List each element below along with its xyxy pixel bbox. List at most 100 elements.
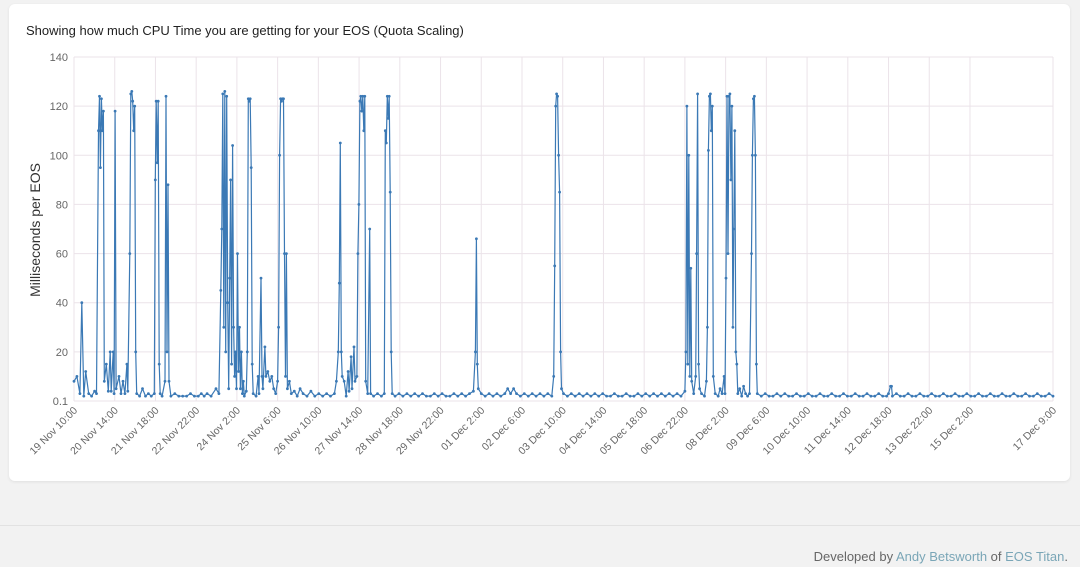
data-point <box>1035 392 1039 395</box>
y-tick-label: 60 <box>56 249 68 261</box>
data-point <box>671 394 675 398</box>
data-point <box>78 392 82 395</box>
data-point <box>440 392 444 395</box>
data-point <box>240 350 243 354</box>
data-point <box>397 392 401 395</box>
data-point <box>104 362 108 366</box>
data-point <box>144 394 147 398</box>
data-point <box>750 252 753 256</box>
data-point <box>126 389 130 393</box>
data-point <box>329 394 332 398</box>
data-point <box>185 394 189 398</box>
data-point <box>1012 392 1016 395</box>
footer-middle: of <box>987 549 1006 564</box>
data-point <box>1000 392 1004 395</box>
data-point <box>605 394 608 398</box>
data-point <box>452 392 456 395</box>
data-point <box>689 266 693 270</box>
data-point <box>393 394 397 398</box>
data-point <box>1051 394 1055 398</box>
data-point <box>688 375 692 378</box>
data-point <box>685 104 689 108</box>
data-point <box>616 394 620 398</box>
data-point <box>706 325 709 329</box>
data-point <box>111 350 115 354</box>
y-axis-label: Milliseconds per EOS <box>27 163 43 297</box>
data-point <box>272 387 276 391</box>
data-point <box>228 276 232 280</box>
data-point <box>274 392 278 395</box>
data-point <box>125 362 129 366</box>
author-link[interactable]: Andy Betsworth <box>896 549 988 564</box>
data-point <box>235 387 238 391</box>
data-point <box>157 362 161 366</box>
data-point <box>861 394 865 398</box>
data-point <box>278 153 281 157</box>
data-point <box>221 92 225 96</box>
data-point <box>585 392 589 395</box>
data-point <box>251 392 255 395</box>
data-point <box>90 394 93 398</box>
data-point <box>119 392 123 395</box>
data-point <box>356 252 360 256</box>
data-point <box>601 392 605 395</box>
data-point <box>550 394 554 398</box>
y-axis-ticks: 0.1 20 40 60 80 100 120 140 <box>50 52 68 408</box>
data-point <box>193 394 196 398</box>
data-point <box>660 392 663 395</box>
data-point <box>336 350 340 354</box>
data-point <box>131 99 135 103</box>
data-point <box>985 394 988 398</box>
data-point <box>1028 394 1031 398</box>
data-point <box>799 394 802 398</box>
data-point <box>362 129 366 133</box>
data-point <box>436 394 440 398</box>
data-point <box>75 375 79 378</box>
data-point <box>554 104 558 108</box>
data-point <box>222 325 226 329</box>
data-point <box>401 394 405 398</box>
y-tick-label: 120 <box>50 101 68 113</box>
data-point <box>713 392 717 395</box>
data-point <box>268 379 272 383</box>
data-point <box>389 350 393 354</box>
data-point <box>209 394 213 398</box>
y-tick-label: 0.1 <box>53 396 68 408</box>
data-point <box>382 392 386 395</box>
data-point <box>129 92 133 96</box>
data-point <box>468 392 471 395</box>
data-point <box>286 387 289 391</box>
data-point <box>413 392 417 395</box>
data-point <box>220 227 224 231</box>
data-point <box>906 392 910 395</box>
data-point <box>700 392 703 395</box>
data-point <box>573 394 577 398</box>
data-point <box>350 387 354 391</box>
data-point <box>644 392 648 395</box>
data-point <box>795 392 798 395</box>
data-point <box>109 389 113 393</box>
data-point <box>472 389 475 393</box>
data-point <box>388 190 392 194</box>
data-point <box>667 392 671 395</box>
data-point <box>254 394 258 398</box>
data-point <box>857 394 861 398</box>
data-point <box>82 394 86 398</box>
data-point <box>135 392 139 395</box>
data-point <box>744 392 747 395</box>
data-point <box>787 394 791 398</box>
data-point <box>695 252 698 256</box>
data-point <box>346 370 350 373</box>
data-point <box>405 392 409 395</box>
data-point <box>87 392 91 395</box>
org-link[interactable]: EOS Titan <box>1005 549 1065 564</box>
data-point <box>683 389 687 393</box>
data-point <box>475 237 478 241</box>
data-point <box>102 379 106 383</box>
data-point <box>383 129 387 133</box>
y-tick-label: 140 <box>50 52 68 64</box>
data-point <box>742 384 745 388</box>
data-point <box>675 392 679 395</box>
data-point <box>1016 394 1020 398</box>
data-point <box>97 129 100 133</box>
